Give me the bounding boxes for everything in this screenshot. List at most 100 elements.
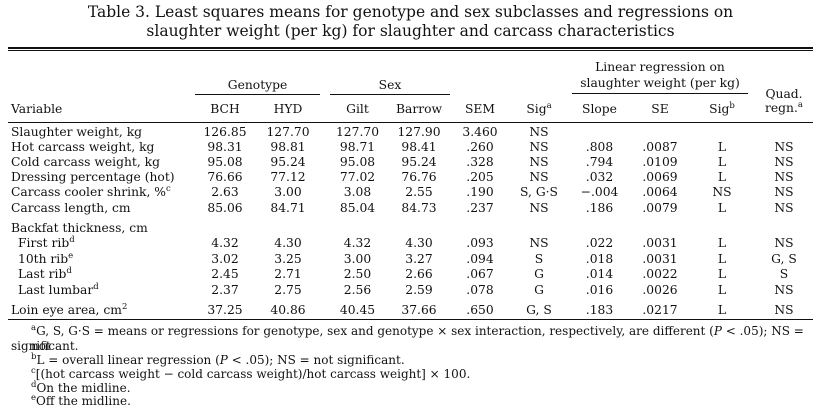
cell-sem: .205	[466, 170, 494, 184]
cell-hyd: 2.71	[274, 267, 302, 281]
cell-sig-b: L	[717, 303, 727, 317]
cell-sig: S	[534, 252, 544, 266]
cell-sig: S, G·S	[520, 185, 558, 199]
cell-se: .0079	[642, 201, 678, 215]
cell-sig: G	[534, 283, 544, 297]
cell-bch: 76.66	[207, 170, 243, 184]
cell-hyd: 40.86	[270, 303, 306, 317]
group-header-sex: Sex	[378, 78, 402, 92]
cell-hyd: 77.12	[270, 170, 306, 184]
cell-sig-b: L	[717, 170, 727, 184]
cell-sig-b: L	[717, 140, 727, 154]
cell-gilt: 127.70	[335, 125, 380, 139]
col-header-slope: Slope	[582, 102, 617, 116]
linreg-underline	[572, 93, 748, 94]
cell-hyd: 95.24	[270, 155, 306, 169]
cell-sem: .237	[466, 201, 494, 215]
col-header-variable: Variable	[11, 102, 63, 116]
col-header-barrow: Barrow	[395, 102, 443, 116]
cell-quad: NS	[774, 140, 794, 154]
cell-sig-b: L	[717, 236, 727, 250]
table-row-variable: Loin eye area, cm2	[11, 301, 128, 317]
cell-sig-b: NS	[712, 185, 732, 199]
table-row-variable: Carcass cooler shrink, %c	[11, 183, 171, 199]
cell-slope: .183	[585, 303, 614, 317]
footnote-a: aG, S, G·S = means or regressions for ge…	[31, 323, 804, 353]
cell-sig: NS	[529, 201, 549, 215]
group-header-genotype: Genotype	[227, 78, 288, 92]
cell-sig: NS	[529, 140, 549, 154]
cell-quad: NS	[774, 201, 794, 215]
cell-slope: .032	[585, 170, 614, 184]
cell-sem: .078	[466, 283, 494, 297]
cell-sem: .190	[466, 185, 494, 199]
cell-se: .0022	[642, 267, 678, 281]
table-row-variable: Cold carcass weight, kg	[11, 155, 160, 169]
footnote-a-continued: significant.	[11, 339, 79, 353]
cell-sig: NS	[529, 236, 549, 250]
cell-sem: .093	[466, 236, 494, 250]
cell-bch: 2.37	[211, 283, 239, 297]
footnote-d: dOn the midline.	[31, 380, 131, 395]
cell-slope: −.004	[580, 185, 619, 199]
cell-se: .0109	[642, 155, 678, 169]
cell-hyd: 3.00	[274, 185, 302, 199]
group-header-quad-line-1: Quad.	[765, 87, 803, 101]
cell-slope: .808	[585, 140, 614, 154]
genotype-underline	[195, 94, 320, 95]
table-title-line-2: slaughter weight (per kg) for slaughter …	[146, 22, 675, 40]
table-row-variable: Dressing percentage (hot)	[11, 170, 175, 184]
table-row-variable: 10th ribe	[18, 250, 74, 266]
cell-gilt: 3.08	[343, 185, 372, 199]
cell-bch: 3.02	[211, 252, 239, 266]
cell-sig: NS	[529, 155, 549, 169]
table-row-variable: Carcass length, cm	[11, 201, 131, 215]
cell-sig-b: L	[717, 155, 727, 169]
cell-gilt: 77.02	[339, 170, 376, 184]
group-header-linreg-line-1: Linear regression on	[595, 60, 725, 74]
col-header-sem: SEM	[465, 102, 495, 116]
cell-se: .0069	[642, 170, 678, 184]
cell-hyd: 98.81	[270, 140, 306, 154]
cell-bch: 98.31	[207, 140, 243, 154]
group-header-quad-line-2: regn.a	[765, 99, 803, 115]
footnote-b: bL = overall linear regression (P < .05)…	[31, 352, 405, 367]
cell-gilt: 2.50	[343, 267, 372, 281]
cell-sem: .094	[466, 252, 494, 266]
table-row-variable: Slaughter weight, kg	[11, 125, 143, 139]
cell-slope: .794	[585, 155, 614, 169]
cell-hyd: 4.30	[274, 236, 302, 250]
cell-quad: NS	[774, 185, 794, 199]
cell-slope: .018	[585, 252, 614, 266]
cell-se: .0031	[642, 252, 678, 266]
cell-bch: 126.85	[203, 125, 247, 139]
cell-bch: 95.08	[207, 155, 243, 169]
cell-slope: .014	[585, 267, 614, 281]
cell-sem: .067	[466, 267, 494, 281]
cell-bch: 2.45	[211, 267, 239, 281]
cell-barrow: 76.76	[401, 170, 437, 184]
cell-gilt: 40.45	[339, 303, 376, 317]
cell-quad: NS	[774, 283, 794, 297]
cell-gilt: 85.04	[339, 201, 376, 215]
cell-barrow: 127.90	[397, 125, 441, 139]
footnote-c: c[(hot carcass weight − cold carcass wei…	[31, 366, 471, 381]
col-header-se: SE	[651, 102, 669, 116]
cell-barrow: 3.27	[405, 252, 433, 266]
cell-sig-b: L	[717, 283, 727, 297]
cell-gilt: 4.32	[343, 236, 372, 250]
cell-gilt: 95.08	[339, 155, 376, 169]
cell-sem: .650	[466, 303, 494, 317]
table-row-variable: Hot carcass weight, kg	[11, 140, 155, 154]
cell-hyd: 84.71	[270, 201, 306, 215]
cell-barrow: 95.24	[401, 155, 437, 169]
cell-bch: 37.25	[207, 303, 243, 317]
cell-hyd: 2.75	[274, 283, 302, 297]
cell-barrow: 2.66	[405, 267, 433, 281]
col-header-sig-b: Sigb	[709, 100, 735, 116]
cell-se: .0031	[642, 236, 678, 250]
cell-slope: .016	[585, 283, 614, 297]
cell-sig: NS	[529, 170, 549, 184]
cell-bch: 85.06	[207, 201, 243, 215]
cell-sig: G, S	[526, 303, 552, 317]
